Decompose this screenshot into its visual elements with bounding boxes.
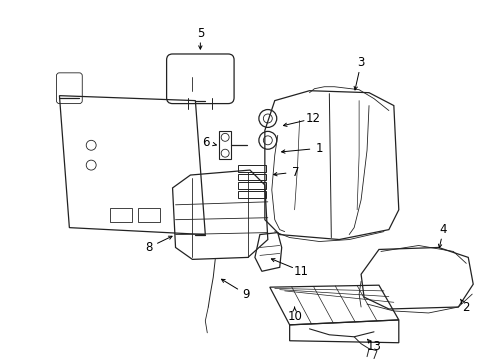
- Text: 10: 10: [286, 310, 302, 323]
- Text: 7: 7: [291, 166, 299, 179]
- Text: 11: 11: [293, 265, 308, 278]
- Bar: [138, 208, 160, 222]
- Text: 2: 2: [462, 301, 469, 314]
- Text: 3: 3: [357, 57, 364, 69]
- Bar: [238, 192, 265, 198]
- Text: 13: 13: [366, 340, 381, 353]
- Text: 4: 4: [439, 223, 447, 236]
- Bar: [238, 183, 265, 189]
- Bar: [238, 165, 265, 172]
- Text: 6: 6: [202, 136, 210, 149]
- Text: 1: 1: [315, 142, 323, 155]
- Text: 8: 8: [145, 241, 152, 254]
- Text: 5: 5: [196, 27, 203, 40]
- Text: 9: 9: [242, 288, 249, 301]
- Text: 12: 12: [305, 112, 320, 125]
- Bar: [238, 174, 265, 180]
- Bar: [110, 208, 132, 222]
- Bar: [219, 131, 231, 159]
